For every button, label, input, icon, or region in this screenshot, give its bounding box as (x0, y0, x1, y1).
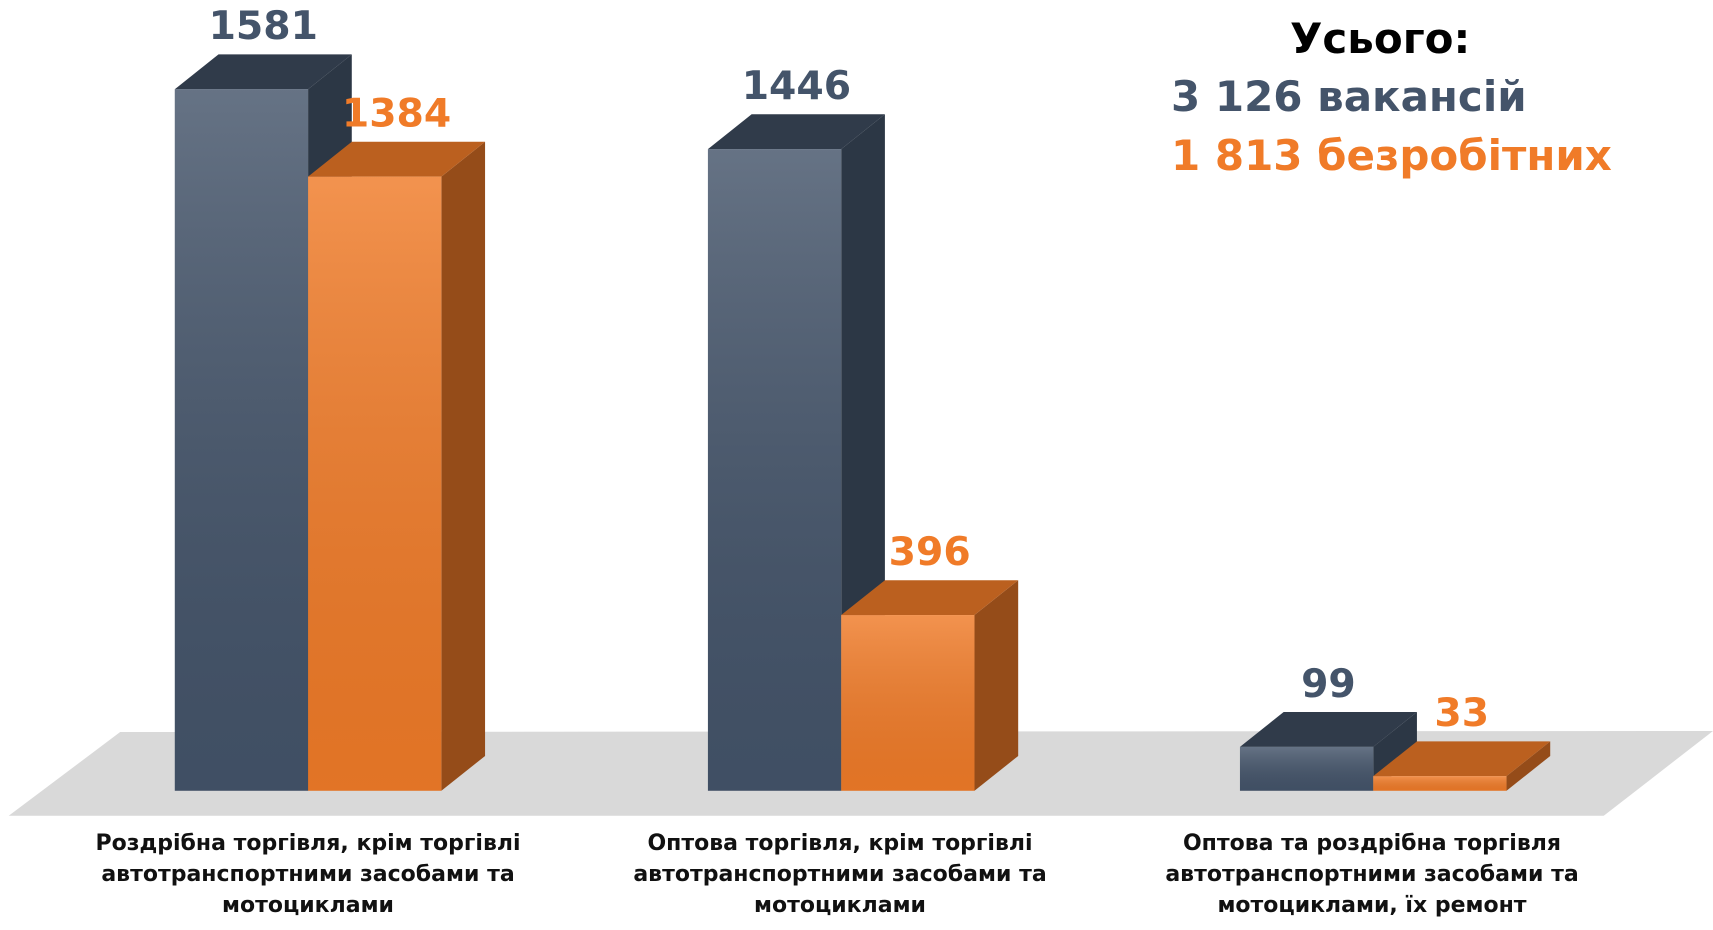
bar-top (707, 114, 885, 150)
bar-side (441, 141, 486, 791)
bar-side (1506, 741, 1551, 791)
bar-top (1373, 741, 1551, 777)
bar-shine (841, 615, 975, 791)
category-label: Оптова торгівля, крім торгівлі автотранс… (633, 831, 1047, 918)
bar-top (308, 141, 486, 177)
bar-shine (1239, 746, 1374, 791)
bar-shine (308, 176, 442, 791)
bar-side (974, 580, 1019, 791)
total-title: Усього: (1290, 14, 1471, 63)
value-label: 1384 (342, 92, 451, 137)
total-unemployed: 1 813 безробітних (1171, 131, 1612, 180)
bar-top (1239, 712, 1417, 747)
bar-top (174, 54, 352, 90)
value-label: 1446 (742, 64, 851, 109)
category-label: Роздрібна торгівля, крім торгівлі автотр… (95, 831, 521, 918)
bar-shine (1373, 776, 1507, 791)
bar-top (841, 580, 1019, 616)
category-label: Оптова та роздрібна торгівля автотранспо… (1165, 831, 1579, 918)
value-label: 1581 (209, 4, 318, 49)
bar-shine (707, 149, 842, 791)
total-vacancies: 3 126 вакансій (1171, 72, 1527, 121)
value-label: 99 (1301, 662, 1356, 707)
value-label: 396 (889, 530, 971, 575)
value-label: 33 (1434, 691, 1489, 736)
bar-shine (174, 89, 309, 791)
